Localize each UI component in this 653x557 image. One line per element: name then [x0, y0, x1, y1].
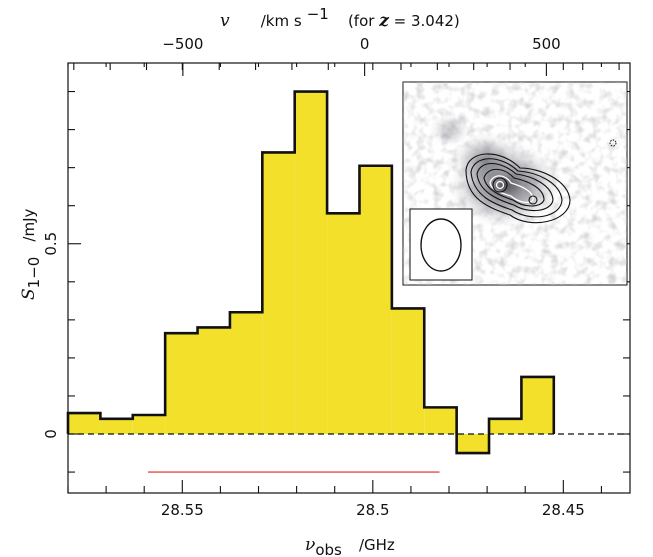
histogram-bar: [165, 333, 198, 435]
histogram-bar: [521, 376, 554, 435]
histogram-bar: [359, 165, 392, 435]
y-axis-unit: /mJy: [20, 209, 38, 242]
histogram-bar: [424, 407, 457, 435]
histogram-bar: [489, 418, 522, 435]
bottom-axis-subscript: obs: [315, 541, 342, 557]
axis-tick-labels: 28.55 28.5 28.45 −500 0 500 0 0.5: [42, 35, 585, 519]
histogram-bar: [327, 213, 360, 435]
y-tick-label: 0.5: [42, 232, 60, 256]
histogram-step-outline: [66, 90, 556, 455]
histogram-bar: [262, 152, 295, 435]
histogram-bar: [456, 434, 490, 454]
top-axis-note-suffix: = 3.042): [389, 12, 460, 30]
plot-frame: [67, 62, 631, 494]
histogram-bar: [132, 414, 166, 435]
top-axis-symbol: v: [220, 11, 230, 31]
x-tick-label: 28.55: [161, 501, 204, 519]
y-axis-subscript: 1−0: [25, 257, 43, 289]
bottom-axis-unit: /GHz: [359, 536, 395, 554]
histogram-bar: [68, 413, 101, 435]
x-tick-label: 28.45: [542, 501, 585, 519]
emission-contours: [465, 153, 571, 224]
histogram-bar: [100, 418, 133, 435]
histogram-bar: [294, 91, 328, 435]
v-tick-label: −500: [162, 35, 203, 53]
axis-ticks: [67, 63, 630, 493]
y-axis-title: S1−0 /mJy: [19, 209, 43, 300]
v-tick-label: 500: [532, 35, 561, 53]
bottom-axis-title: νobs /GHz: [305, 535, 395, 557]
small-contour: [609, 139, 617, 147]
histogram-bars: [68, 91, 554, 454]
y-axis-symbol: S: [19, 288, 39, 300]
bottom-axis-symbol: ν: [305, 535, 315, 555]
histogram-bar: [197, 327, 230, 435]
x-tick-label: 28.5: [356, 501, 389, 519]
y-tick-label: 0: [42, 429, 60, 439]
top-axis-unit: /km s: [261, 12, 302, 30]
v-tick-label: 0: [360, 35, 370, 53]
top-axis-note-prefix: (for: [348, 12, 379, 30]
histogram-bar: [229, 312, 263, 435]
beam-ellipse: [420, 218, 462, 272]
top-axis-note-var: z: [378, 11, 389, 31]
inset-map: [402, 81, 628, 286]
histogram-bar: [391, 308, 425, 435]
top-axis-title: v /km s −1 (for z = 3.042): [220, 4, 460, 31]
top-axis-unit-exp: −1: [307, 5, 329, 23]
